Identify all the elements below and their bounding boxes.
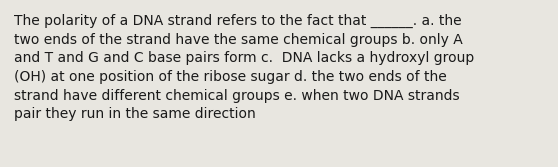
- Text: The polarity of a DNA strand refers to the fact that ______. a. the
two ends of : The polarity of a DNA strand refers to t…: [14, 14, 474, 121]
